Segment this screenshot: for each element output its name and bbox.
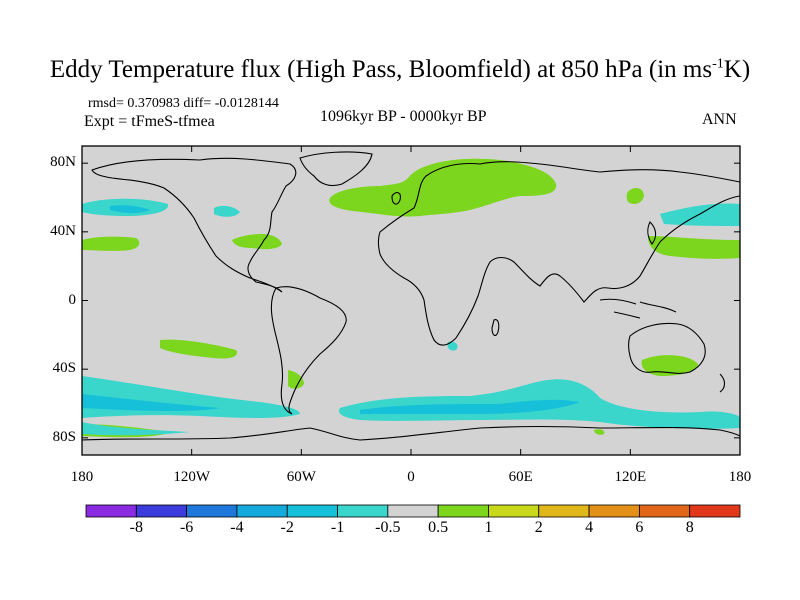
negative-region-north-pacific-core	[110, 205, 150, 213]
x-tick-label: 180	[728, 469, 752, 485]
colorbar-label: -4	[230, 519, 244, 536]
coastlines	[82, 151, 740, 441]
colorbar-swatch	[135, 504, 188, 518]
positive-region-patagonia	[288, 370, 304, 389]
colorbar-swatch	[387, 504, 439, 518]
negative-region-ross-sea	[82, 422, 190, 436]
colorbar-swatch	[186, 504, 238, 518]
negative-region-southern-ocean-indian-core	[360, 399, 580, 414]
coast-greenland	[299, 151, 373, 187]
positive-region-antarctic-coast	[594, 429, 605, 435]
colorbar-swatch	[286, 504, 338, 518]
season-label: ANN	[702, 111, 737, 128]
colorbar-swatch	[437, 504, 489, 518]
colorbar-label: -6	[179, 519, 194, 536]
colorbar-label: 6	[635, 519, 644, 536]
map-title: Eddy Temperature flux (High Pass, Bloomf…	[49, 56, 751, 83]
colorbar-label: 8	[685, 519, 694, 536]
colorbar-label: 4	[585, 519, 594, 536]
coast-south-america	[270, 286, 347, 415]
positive-region-atlantic	[232, 234, 282, 250]
map-field	[82, 146, 740, 455]
coast-north-america	[91, 157, 297, 293]
coast-madagascar	[491, 319, 500, 337]
coast-africa-eurasia	[377, 161, 740, 346]
y-tick-label: 80N	[50, 154, 76, 171]
positive-region-north-pacific-west	[82, 236, 140, 251]
colorbar-swatch	[538, 504, 590, 518]
colorbar-swatch	[488, 504, 540, 518]
x-tick-label: 60W	[286, 469, 316, 485]
positive-region-eurasia	[329, 158, 557, 217]
coast-japan	[647, 221, 657, 245]
x-tick-label: 120E	[614, 469, 647, 485]
colorbar	[85, 504, 741, 518]
period-subtitle: 1096kyr BP - 0000kyr BP	[320, 108, 487, 125]
coast-maritime-continent	[599, 298, 677, 319]
y-tick-label: 40S	[52, 360, 76, 377]
positive-region-north-pacific-east	[648, 236, 740, 259]
colorbar-swatch	[689, 504, 741, 518]
x-tick-label: 180	[70, 469, 94, 485]
colorbar-label: 0.5	[428, 519, 449, 536]
colorbar-swatch	[85, 504, 137, 518]
x-tick-label: 60E	[508, 469, 533, 485]
positive-region-south-pacific	[160, 339, 238, 359]
colorbar-label: -1	[330, 519, 345, 536]
coast-antarctica	[82, 425, 740, 441]
coast-australia	[627, 322, 706, 374]
x-tick-label: 120W	[173, 469, 210, 485]
colorbar-label: -0.5	[375, 519, 401, 536]
x-tick-label: 0	[407, 469, 415, 485]
colorbar-label: -2	[280, 519, 294, 536]
colorbar-swatch	[337, 504, 389, 518]
positive-region-africa	[447, 341, 458, 351]
y-tick-label: 0	[68, 291, 77, 308]
positive-region-japan	[626, 188, 644, 204]
positive-region-australia	[641, 355, 698, 376]
axis-ticks	[81, 146, 741, 455]
experiment-label: Expt = tFmeS-tfmea	[84, 113, 215, 130]
colorbar-swatch	[588, 504, 640, 518]
y-tick-label: 80S	[52, 428, 76, 445]
y-tick-label: 40N	[50, 222, 76, 239]
negative-region-northeast-asia	[660, 203, 740, 226]
negative-region-southern-ocean-pacific-core	[82, 394, 220, 411]
negative-region-north-atlantic	[214, 205, 240, 217]
coast-new-zealand	[719, 373, 726, 393]
coast-british-isles	[391, 191, 401, 205]
stats-line: rmsd= 0.370983 diff= -0.0128144	[88, 96, 279, 111]
colorbar-label: 1	[484, 519, 493, 536]
colorbar-label: 2	[534, 519, 543, 536]
colorbar-swatch	[638, 504, 691, 518]
colorbar-label: -8	[129, 519, 143, 536]
colorbar-swatch	[236, 504, 288, 518]
